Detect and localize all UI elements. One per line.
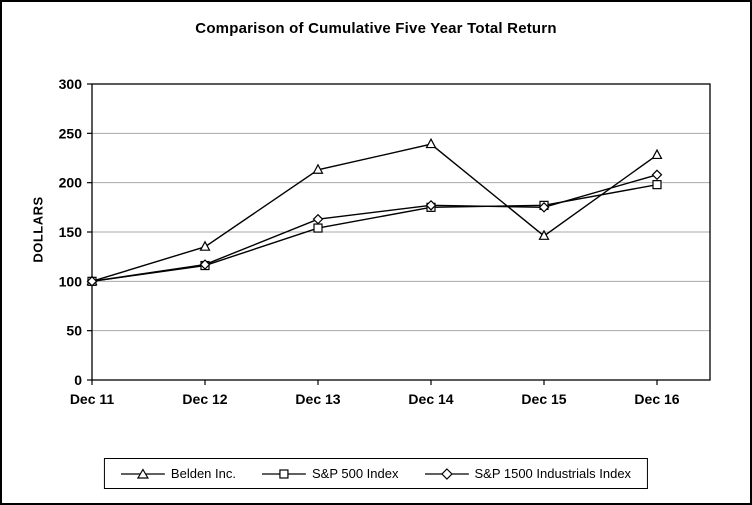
square-marker-icon — [261, 468, 306, 479]
svg-text:Dec 15: Dec 15 — [521, 391, 566, 407]
svg-text:Dec 16: Dec 16 — [634, 391, 679, 407]
svg-text:150: 150 — [59, 224, 83, 240]
legend-label-sp500: S&P 500 Index — [311, 466, 399, 481]
svg-text:250: 250 — [59, 125, 83, 141]
legend-item-sp500: S&P 500 Index — [261, 466, 399, 481]
svg-text:Dec 11: Dec 11 — [70, 391, 115, 407]
legend-item-belden: Belden Inc. — [120, 466, 236, 481]
legend-item-sp1500: S&P 1500 Industrials Index — [424, 466, 631, 481]
svg-text:Dec 13: Dec 13 — [295, 391, 340, 407]
svg-text:300: 300 — [59, 76, 83, 92]
legend-label-sp1500: S&P 1500 Industrials Index — [474, 466, 632, 481]
svg-text:Dec 14: Dec 14 — [408, 391, 453, 407]
svg-text:0: 0 — [74, 372, 82, 388]
line-chart-plot-area: 0 50 100 150 200 250 300 Dec 11 Dec 12 Dec 13 Dec … — [59, 76, 711, 407]
triangle-marker-icon — [120, 467, 165, 479]
chart-legend: Belden Inc. S&P 500 Index S&P 1500 Indus… — [103, 458, 649, 489]
svg-text:Dec 12: Dec 12 — [182, 391, 227, 407]
svg-text:50: 50 — [66, 323, 82, 339]
diamond-marker-icon — [424, 467, 469, 480]
svg-text:100: 100 — [59, 273, 83, 289]
svg-text:200: 200 — [59, 175, 83, 191]
chart-title: Comparison of Cumulative Five Year Total… — [195, 20, 557, 37]
legend-label-belden: Belden Inc. — [170, 466, 236, 481]
